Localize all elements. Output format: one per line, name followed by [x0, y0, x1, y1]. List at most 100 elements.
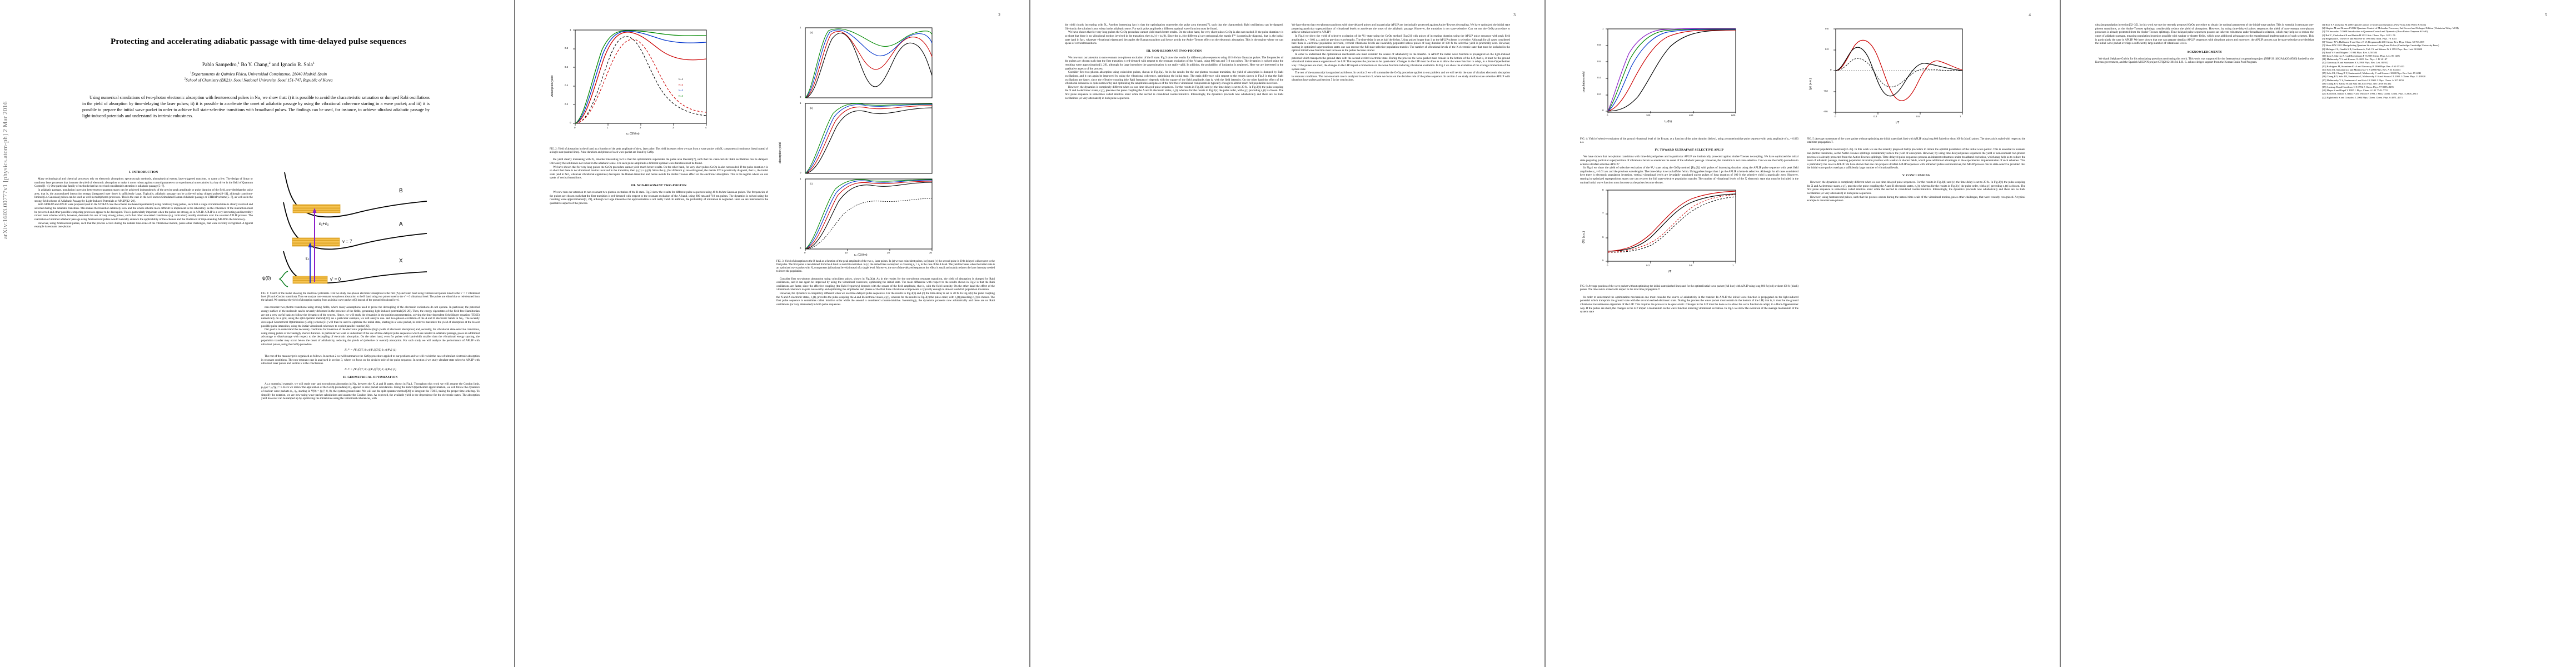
reference-item: [7] Shore B W 2011 Manipulating Quantum … — [2322, 44, 2439, 47]
page1-column-right: B A X ε₁+ε₂ ε₁ v = 7 v' = 0 ψ(0) FIG. 1:… — [261, 167, 480, 648]
figure-6-xlabel: t/T — [1668, 270, 1672, 274]
affiliations: 1Departamento de Química Física, Univers… — [184, 71, 333, 83]
section-heading-conclusions: V. CONCLUSIONS — [1902, 174, 1930, 178]
page-number-4: 4 — [2029, 12, 2031, 17]
figure-4-graphic — [1606, 28, 1736, 113]
reference-item: [11] Malinovsky V S and Krause J L 2001 … — [2322, 58, 2388, 61]
equation-1: Γₛ⁽²⁾ = ⟨Ψₛ|Û(T, 0; ε)|Ψₛ⟩|Û(T, 0; ε)|Ψₛ… — [345, 349, 396, 352]
figure-3: 0 1 0 1 0 1 0 10 20 30 (a) (b) (c) ε₀ (G… — [776, 24, 943, 258]
figure-2-legend-n3: N=3 — [679, 89, 684, 92]
figure-3-panel-b: (b) — [810, 107, 813, 109]
reference-item: [13] Rodriguez M, Suominen K -A and Garr… — [2322, 64, 2405, 68]
page-3: 3 the yield clearly increasing with Nₓ. … — [1030, 0, 1544, 667]
label-state-X: X — [399, 258, 403, 264]
page-2: 2 — [515, 0, 1029, 667]
page1-column-left: I. INTRODUCTION Many technological and c… — [34, 171, 253, 229]
reference-item: [20] Meyer S and Engel V 1997 J. Phys. C… — [2322, 89, 2388, 92]
section-heading-toward: IV. TOWARD ULTRAFAST SELECTIVE APLIP — [1655, 148, 1724, 152]
reference-item: [4] Brif C, Chakrabarti R and Rabitz H 2… — [2322, 33, 2395, 37]
reference-item: [19] Amstrup B and Henriksen N E 1992 J.… — [2322, 85, 2394, 88]
page2-column-left: 0 0.2 0.4 0.6 0.8 1 0 1 2 3 4 ε₀ (GV/m) … — [550, 23, 768, 646]
page2-column-right: 0 1 0 1 0 1 0 10 20 30 (a) (b) (c) ε₀ (G… — [776, 23, 995, 646]
section-heading-nonresonant-2: III. NON-RESONANT TWO-PHOTON — [1146, 49, 1202, 53]
equation-2: Γₛ⁽²⁾ = ⟨Ψₛ|Û(T, 0; ε)|Ψₛ⟩|Û(T, 0; ε)|Ψₛ… — [345, 367, 396, 371]
figure-5-caption: FIG. 5: Average momentum of the wave pac… — [1807, 138, 2025, 145]
section-heading-nonresonant: III. NON-RESONANT TWO-PHOTON — [631, 184, 687, 188]
reference-item: [2] Shapiro M and Brumer P 2012 Quantum … — [2322, 27, 2459, 30]
page-4: 4 — [1546, 0, 2060, 667]
figure-1-caption: FIG. 1: Sketch of the model showing the … — [261, 292, 480, 302]
figure-2-ylabel: Absorption yield — [551, 75, 554, 97]
potential-curve-X — [283, 251, 427, 284]
page4-column-left: 0 0.2 0.4 0.6 0.8 1 0 200 400 600 t₀ (fs… — [1580, 23, 1798, 646]
figure-6: 5 6 7 8 0 0.3 0.6 1 t/T ⟨R⟩ (a.u.) — [1580, 186, 1747, 283]
reference-item: [17] Malinovsky V S, Santamaria J and So… — [2322, 78, 2404, 82]
figure-4-xlabel: t₀ (fs) — [1665, 120, 1672, 123]
label-eps1-plus-eps2: ε₁+ε₂ — [319, 221, 329, 226]
page-number-2: 2 — [998, 12, 1000, 17]
label-state-B: B — [399, 188, 403, 194]
reference-item: [5] Bergmann K, Theuer H and Shore B W 1… — [2322, 37, 2397, 40]
page-1: arXiv:1603.00777v1 [physics.atom-ph] 2 M… — [0, 0, 514, 667]
band-B-v0 — [292, 204, 341, 213]
page-number-3: 3 — [1513, 12, 1516, 17]
figure-2-legend-n1: N=1 — [679, 78, 684, 81]
figure-2-caption: FIG. 2: Yield of absorption in the A ban… — [550, 148, 768, 155]
label-vprime-equals-0: v' = 0 — [330, 277, 341, 282]
brace-psi0 — [278, 271, 288, 287]
figure-5-graphic — [1833, 28, 1963, 115]
figure-2-graphic — [573, 29, 707, 126]
reference-item: [12] Garraway B and Suominen K A 1998 Ph… — [2322, 61, 2389, 64]
figure-4: 0 0.2 0.4 0.6 0.8 1 0 200 400 600 t₀ (fs… — [1580, 24, 1747, 136]
author-list: Pablo Sampedro,1 Bo Y. Chang,2 and Ignac… — [202, 61, 315, 68]
arrow-two-photon-head — [312, 208, 317, 213]
reference-item: [15] Sola I R, Chang B Y, Santamaria J, … — [2322, 72, 2421, 75]
figure-1: B A X ε₁+ε₂ ε₁ v = 7 v' = 0 ψ(0) — [261, 168, 428, 290]
figure-5-xlabel: t/T — [1896, 121, 1900, 125]
reference-item: [9] Band Y B and Magnes O 1994 Phys. Rev… — [2322, 51, 2378, 54]
reference-item: [16] Chang B Y, Sola I R, Santamaria J, … — [2322, 75, 2426, 78]
figure-3-xlabel: ε₀ (GV/m) — [854, 253, 868, 257]
page3-column-left: the yield clearly increasing with Nₓ. An… — [1065, 23, 1283, 100]
figure-6-graphic — [1606, 190, 1736, 264]
reference-item: [18] Chang B Y, Rabitz H and Sola I R 20… — [2322, 82, 2391, 85]
page4-column-right: -0.6 -0.3 0 0.3 0.6 0 0.3 0.6 1 t/T ⟨p⟩ … — [1807, 23, 2025, 646]
potential-curve-A — [283, 202, 427, 250]
reference-item: [10] Zou A, Marcus A J and Bucksbaum P H… — [2322, 54, 2400, 57]
page3-column-right: We have shown that two-photon transition… — [1292, 23, 1510, 82]
potential-curve-B — [284, 172, 427, 218]
figure-5-ylabel: ⟨p⟩ (a.u.) — [1809, 78, 1812, 90]
figure-2-legend-n2: N=2 — [679, 83, 684, 86]
reference-item: [6] Vitanov N V, Halfmann T and Shore B … — [2322, 41, 2424, 44]
figure-3-caption: FIG. 3: Yield of absorption to the B ban… — [776, 260, 995, 273]
section-heading-geometrical: II. GEOMETRICAL OPTIMIZATION — [343, 375, 398, 379]
section-heading-intro: I. INTRODUCTION — [129, 171, 158, 174]
figure-3-panel-c: (c) — [810, 182, 813, 185]
figure-6-caption: FIG. 6: Average position of the wave pac… — [1580, 285, 1798, 292]
figure-5: -0.6 -0.3 0 0.3 0.6 0 0.3 0.6 1 t/T ⟨p⟩ … — [1807, 24, 1974, 136]
figure-2-legend-n4: N=4 — [679, 94, 684, 97]
reference-item: [1] Rice S A and Zhao M 2000 Optical Con… — [2322, 23, 2426, 26]
reference-item: [8] Melinger J S, Gandhi S R, Hariharan … — [2322, 47, 2422, 51]
figure-4-caption: FIG. 4: Yield of selective excitation of… — [1580, 138, 1798, 145]
page-title: Protecting and accelerating adiabatic pa… — [110, 37, 407, 46]
band-A-v7 — [292, 237, 340, 247]
figure-6-ylabel: ⟨R⟩ (a.u.) — [1582, 231, 1586, 244]
page-5: 5 ultrafast population inversion[32–35].… — [2061, 0, 2576, 667]
label-psi-zero: ψ(0) — [262, 276, 271, 281]
section-heading-acknowledgments: Acknowledgments — [2187, 50, 2222, 54]
figure-2-xlabel: ε₀ (GV/m) — [626, 132, 640, 136]
figure-4-ylabel: population yield — [1582, 71, 1586, 92]
figure-2: 0 0.2 0.4 0.6 0.8 1 0 1 2 3 4 ε₀ (GV/m) … — [550, 24, 716, 146]
arxiv-stamp: arXiv:1603.00777v1 [physics.atom-ph] 2 M… — [2, 101, 9, 239]
label-state-A: A — [399, 221, 403, 227]
figure-3-graphic — [805, 27, 933, 251]
page-number-5: 5 — [2545, 12, 2547, 17]
figure-1-graphic — [278, 172, 427, 287]
page5-column-left: ultrafast population inversion[32–35]. I… — [2095, 23, 2314, 64]
figure-3-ylabel: absorption yield — [779, 142, 782, 163]
abstract: Using numerical simulations of two-photo… — [82, 95, 430, 119]
figure-3-panel-a: (a) — [810, 31, 813, 34]
